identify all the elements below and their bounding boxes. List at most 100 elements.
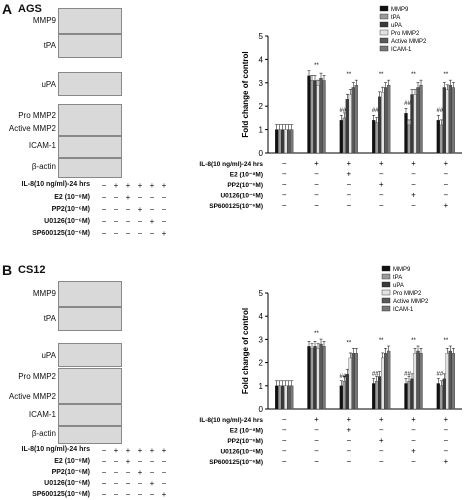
panel-a-chart-cond-val: − (379, 191, 384, 200)
panel-a-blot-tpa (58, 34, 122, 58)
cond-val: − (161, 457, 167, 466)
panel-b-bar (281, 385, 285, 410)
panel-b-y-tick-label: 4 (259, 312, 264, 321)
panel-b-chart-cond-val: − (379, 447, 384, 456)
cond-val: − (149, 457, 155, 466)
panel-a-chart-cond-val: − (411, 170, 416, 179)
panel-a-blot-label-icam1: ICAM-1 (28, 141, 56, 150)
panel-a-blot-label-active-mmp2: Active MMP2 (8, 124, 56, 133)
cond-val: − (101, 468, 107, 477)
panel-b-chart-cond-val: − (314, 457, 319, 466)
panel-b-bar (287, 385, 291, 410)
panel-a-significance-top: ** (411, 72, 416, 78)
panel-b-y-tick-label: 3 (259, 335, 264, 344)
panel-a-cell-line: AGS (18, 3, 42, 15)
panel-b-chart-cond-val: − (282, 426, 287, 435)
panel-a-chart-cond-val: − (282, 180, 287, 189)
panel-a-cond-label-1: IL-8(10 ng/ml)-24 hrs (21, 181, 90, 188)
panel-b-legend-swatch (381, 305, 391, 312)
panel-b-legend-label: Active MMP2 (393, 299, 429, 305)
cond-val: − (137, 479, 143, 488)
panel-b-legend-swatch (381, 281, 391, 288)
cond-val: − (101, 205, 107, 214)
cond-val: − (125, 217, 131, 226)
cond-val: + (113, 181, 119, 190)
panel-a-chart-cond-val: − (314, 191, 319, 200)
panel-a-blot-label-pro-mmp2: Pro MMP2 (18, 111, 56, 120)
panel-b-cond-label-1: IL-8(10 ng/ml)-24 hrs (21, 446, 90, 453)
panel-a-bar (345, 99, 349, 154)
panel-b-bar (375, 381, 379, 410)
cond-val: − (161, 205, 167, 214)
panel-a-significance-top: ** (379, 72, 384, 78)
panel-a-chart-cond-val: − (346, 191, 351, 200)
panel-b-bar (275, 385, 279, 410)
panel-b-bar (313, 346, 317, 410)
panel-a-bar (384, 87, 388, 154)
panel-a-significance-mid: ## (404, 101, 411, 107)
panel-a-chart-cond-val: − (379, 201, 384, 210)
cond-val: − (149, 229, 155, 238)
cond-val: + (113, 446, 119, 455)
panel-a-chart-cond-val: − (346, 201, 351, 210)
panel-b-y-tick-label: 1 (259, 382, 264, 391)
cond-val: + (125, 193, 131, 202)
cond-val: − (113, 490, 119, 499)
cond-val: + (137, 446, 143, 455)
panel-a-chart-cond-val: − (411, 201, 416, 210)
panel-b-legend-swatch (381, 289, 391, 296)
panel-a-chart-cond-label: E2 (10⁻⁸M) (230, 172, 263, 179)
panel-b-chart-cond-val: + (411, 415, 416, 424)
cond-val: − (101, 446, 107, 455)
panel-b-chart-cond-val: − (314, 447, 319, 456)
panel-b-cond-label-5: SP600125(10⁻⁶M) (32, 491, 90, 498)
panel-b-chart-cond-val: + (443, 415, 448, 424)
panel-b-chart-cond-val: − (346, 447, 351, 456)
cond-val: + (161, 229, 167, 238)
panel-b-chart-cond-val: − (346, 436, 351, 445)
panel-b-chart-cond-label: PP2(10⁻⁶M) (227, 438, 263, 445)
panel-a-bar (387, 84, 391, 154)
panel-a-blot-upa (58, 72, 122, 96)
panel-a-legend-label: MMP9 (391, 7, 409, 13)
panel-a-y-tick-label: 4 (259, 55, 264, 64)
cond-val: − (137, 490, 143, 499)
panel-b-bar (419, 353, 423, 410)
panel-a-bar (281, 129, 285, 154)
panel-a-bar (404, 113, 408, 154)
panel-a-bar (351, 87, 355, 154)
panel-b-chart-cond-val: − (282, 447, 287, 456)
panel-b-chart-cond-label: SP600125(10⁻⁶M) (209, 459, 263, 466)
panel-b-chart-cond-val: − (379, 457, 384, 466)
cond-val: − (161, 479, 167, 488)
panel-a-significance-top: ** (346, 72, 351, 78)
cond-val: − (125, 205, 131, 214)
cond-val: − (113, 468, 119, 477)
panel-b-bar (348, 357, 352, 410)
panel-a-bar (407, 124, 411, 154)
panel-a-blot-actin (58, 158, 122, 178)
panel-a-significance-mid: ## (372, 108, 379, 114)
panel-b-bar (384, 353, 388, 410)
panel-b-bar (354, 353, 358, 410)
panel-a-chart-cond-val: − (443, 180, 448, 189)
cond-val: − (113, 457, 119, 466)
panel-b-bar (345, 374, 349, 410)
panel-b-blot-upa (58, 343, 122, 367)
cond-val: − (101, 490, 107, 499)
panel-b-bar (404, 383, 408, 410)
panel-b-legend-label: ICAM-1 (393, 307, 414, 313)
panel-b-bar (339, 385, 343, 410)
panel-b-chart-cond-val: − (282, 436, 287, 445)
panel-b-letter: B (2, 262, 13, 278)
panel-b-chart-cond-val: − (379, 426, 384, 435)
cond-val: − (101, 229, 107, 238)
panel-b-significance-top: ** (314, 331, 319, 337)
cond-val: + (161, 490, 167, 499)
panel-a-legend-swatch (379, 21, 389, 28)
panel-a-chart-cond-val: + (411, 191, 416, 200)
cond-val: − (125, 229, 131, 238)
panel-a-chart-cond-val: − (314, 201, 319, 210)
panel-b-chart-cond-val: − (314, 426, 319, 435)
panel-b-cond-label-4: U0126(10⁻⁶M) (44, 480, 90, 487)
